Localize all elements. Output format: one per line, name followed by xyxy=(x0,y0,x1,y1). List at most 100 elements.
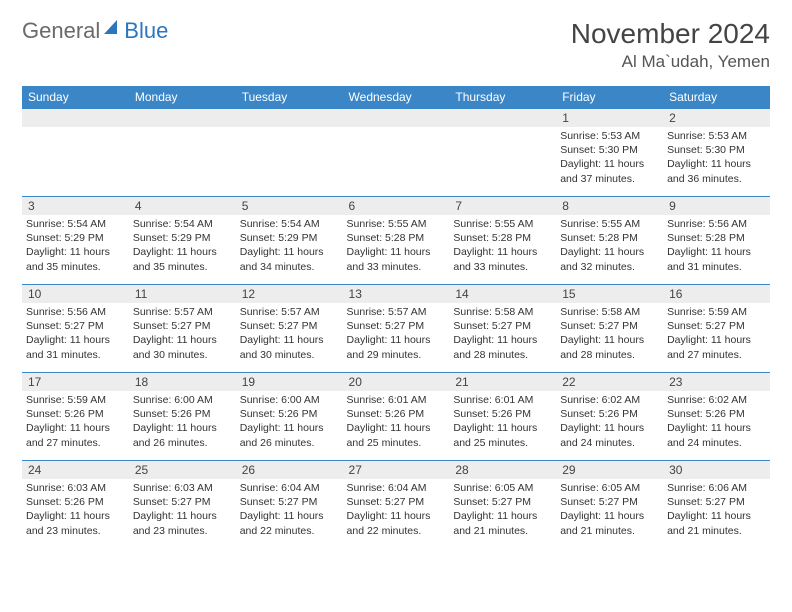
calendar-day-cell: 18Sunrise: 6:00 AMSunset: 5:26 PMDayligh… xyxy=(129,373,236,461)
daylight-text: Daylight: 11 hours and 28 minutes. xyxy=(560,333,659,361)
sunset-text: Sunset: 5:27 PM xyxy=(347,495,446,509)
day-number: 3 xyxy=(22,197,129,215)
calendar-day-cell: 13Sunrise: 5:57 AMSunset: 5:27 PMDayligh… xyxy=(343,285,450,373)
day-content: Sunrise: 6:00 AMSunset: 5:26 PMDaylight:… xyxy=(236,391,343,454)
sunrise-text: Sunrise: 5:53 AM xyxy=(560,129,659,143)
day-number: 8 xyxy=(556,197,663,215)
sunset-text: Sunset: 5:27 PM xyxy=(560,495,659,509)
day-number: 9 xyxy=(663,197,770,215)
daylight-text: Daylight: 11 hours and 22 minutes. xyxy=(347,509,446,537)
daylight-text: Daylight: 11 hours and 23 minutes. xyxy=(133,509,232,537)
sunrise-text: Sunrise: 6:04 AM xyxy=(240,481,339,495)
day-content: Sunrise: 5:56 AMSunset: 5:27 PMDaylight:… xyxy=(22,303,129,366)
day-content: Sunrise: 6:00 AMSunset: 5:26 PMDaylight:… xyxy=(129,391,236,454)
day-number: 27 xyxy=(343,461,450,479)
day-content: Sunrise: 6:01 AMSunset: 5:26 PMDaylight:… xyxy=(449,391,556,454)
logo: General Blue xyxy=(22,18,168,44)
day-content: Sunrise: 5:57 AMSunset: 5:27 PMDaylight:… xyxy=(129,303,236,366)
sunrise-text: Sunrise: 5:53 AM xyxy=(667,129,766,143)
weekday-header: Monday xyxy=(129,86,236,109)
day-content: Sunrise: 5:54 AMSunset: 5:29 PMDaylight:… xyxy=(236,215,343,278)
daylight-text: Daylight: 11 hours and 28 minutes. xyxy=(453,333,552,361)
sunset-text: Sunset: 5:27 PM xyxy=(667,495,766,509)
sunset-text: Sunset: 5:27 PM xyxy=(347,319,446,333)
day-number: 16 xyxy=(663,285,770,303)
daylight-text: Daylight: 11 hours and 30 minutes. xyxy=(240,333,339,361)
day-number: 10 xyxy=(22,285,129,303)
weekday-header: Sunday xyxy=(22,86,129,109)
day-content: Sunrise: 6:05 AMSunset: 5:27 PMDaylight:… xyxy=(449,479,556,542)
sunrise-text: Sunrise: 6:01 AM xyxy=(347,393,446,407)
sunrise-text: Sunrise: 6:03 AM xyxy=(26,481,125,495)
daylight-text: Daylight: 11 hours and 33 minutes. xyxy=(347,245,446,273)
daylight-text: Daylight: 11 hours and 29 minutes. xyxy=(347,333,446,361)
daylight-text: Daylight: 11 hours and 23 minutes. xyxy=(26,509,125,537)
sunset-text: Sunset: 5:26 PM xyxy=(453,407,552,421)
sunset-text: Sunset: 5:30 PM xyxy=(667,143,766,157)
logo-text-general: General xyxy=(22,18,100,44)
daylight-text: Daylight: 11 hours and 22 minutes. xyxy=(240,509,339,537)
calendar-day-cell: 25Sunrise: 6:03 AMSunset: 5:27 PMDayligh… xyxy=(129,461,236,549)
sunrise-text: Sunrise: 5:58 AM xyxy=(560,305,659,319)
day-content: Sunrise: 5:57 AMSunset: 5:27 PMDaylight:… xyxy=(343,303,450,366)
sunset-text: Sunset: 5:27 PM xyxy=(240,319,339,333)
calendar-day-cell: 27Sunrise: 6:04 AMSunset: 5:27 PMDayligh… xyxy=(343,461,450,549)
daylight-text: Daylight: 11 hours and 24 minutes. xyxy=(560,421,659,449)
day-content: Sunrise: 6:02 AMSunset: 5:26 PMDaylight:… xyxy=(556,391,663,454)
sunset-text: Sunset: 5:26 PM xyxy=(26,407,125,421)
sunset-text: Sunset: 5:27 PM xyxy=(453,319,552,333)
weekday-header: Tuesday xyxy=(236,86,343,109)
daylight-text: Daylight: 11 hours and 21 minutes. xyxy=(667,509,766,537)
calendar-day-cell xyxy=(343,109,450,197)
day-number: 20 xyxy=(343,373,450,391)
sunrise-text: Sunrise: 5:56 AM xyxy=(26,305,125,319)
sunrise-text: Sunrise: 5:55 AM xyxy=(560,217,659,231)
daylight-text: Daylight: 11 hours and 37 minutes. xyxy=(560,157,659,185)
sunset-text: Sunset: 5:29 PM xyxy=(26,231,125,245)
daylight-text: Daylight: 11 hours and 25 minutes. xyxy=(347,421,446,449)
calendar-table: SundayMondayTuesdayWednesdayThursdayFrid… xyxy=(22,86,770,549)
title-block: November 2024 Al Ma`udah, Yemen xyxy=(571,18,770,72)
daylight-text: Daylight: 11 hours and 31 minutes. xyxy=(667,245,766,273)
daylight-text: Daylight: 11 hours and 35 minutes. xyxy=(26,245,125,273)
day-content: Sunrise: 5:55 AMSunset: 5:28 PMDaylight:… xyxy=(449,215,556,278)
day-number: 15 xyxy=(556,285,663,303)
day-content: Sunrise: 5:58 AMSunset: 5:27 PMDaylight:… xyxy=(556,303,663,366)
daylight-text: Daylight: 11 hours and 25 minutes. xyxy=(453,421,552,449)
calendar-day-cell: 19Sunrise: 6:00 AMSunset: 5:26 PMDayligh… xyxy=(236,373,343,461)
calendar-day-cell: 24Sunrise: 6:03 AMSunset: 5:26 PMDayligh… xyxy=(22,461,129,549)
day-number: 22 xyxy=(556,373,663,391)
sunset-text: Sunset: 5:27 PM xyxy=(240,495,339,509)
calendar-day-cell: 4Sunrise: 5:54 AMSunset: 5:29 PMDaylight… xyxy=(129,197,236,285)
calendar-day-cell: 5Sunrise: 5:54 AMSunset: 5:29 PMDaylight… xyxy=(236,197,343,285)
day-content: Sunrise: 6:01 AMSunset: 5:26 PMDaylight:… xyxy=(343,391,450,454)
calendar-day-cell: 1Sunrise: 5:53 AMSunset: 5:30 PMDaylight… xyxy=(556,109,663,197)
calendar-day-cell: 29Sunrise: 6:05 AMSunset: 5:27 PMDayligh… xyxy=(556,461,663,549)
calendar-day-cell: 12Sunrise: 5:57 AMSunset: 5:27 PMDayligh… xyxy=(236,285,343,373)
month-title: November 2024 xyxy=(571,18,770,50)
sunrise-text: Sunrise: 5:59 AM xyxy=(667,305,766,319)
sunset-text: Sunset: 5:27 PM xyxy=(560,319,659,333)
calendar-day-cell: 3Sunrise: 5:54 AMSunset: 5:29 PMDaylight… xyxy=(22,197,129,285)
day-content: Sunrise: 5:53 AMSunset: 5:30 PMDaylight:… xyxy=(663,127,770,190)
calendar-day-cell: 28Sunrise: 6:05 AMSunset: 5:27 PMDayligh… xyxy=(449,461,556,549)
day-number: 5 xyxy=(236,197,343,215)
sunset-text: Sunset: 5:28 PM xyxy=(453,231,552,245)
calendar-day-cell xyxy=(236,109,343,197)
day-content: Sunrise: 5:54 AMSunset: 5:29 PMDaylight:… xyxy=(129,215,236,278)
sunrise-text: Sunrise: 5:58 AM xyxy=(453,305,552,319)
day-number: 4 xyxy=(129,197,236,215)
day-number: 12 xyxy=(236,285,343,303)
sunset-text: Sunset: 5:27 PM xyxy=(26,319,125,333)
sunset-text: Sunset: 5:26 PM xyxy=(560,407,659,421)
day-content: Sunrise: 6:05 AMSunset: 5:27 PMDaylight:… xyxy=(556,479,663,542)
calendar-day-cell: 10Sunrise: 5:56 AMSunset: 5:27 PMDayligh… xyxy=(22,285,129,373)
sunrise-text: Sunrise: 6:02 AM xyxy=(667,393,766,407)
day-number: 19 xyxy=(236,373,343,391)
daylight-text: Daylight: 11 hours and 34 minutes. xyxy=(240,245,339,273)
calendar-week-row: 24Sunrise: 6:03 AMSunset: 5:26 PMDayligh… xyxy=(22,461,770,549)
sunset-text: Sunset: 5:27 PM xyxy=(133,495,232,509)
daylight-text: Daylight: 11 hours and 35 minutes. xyxy=(133,245,232,273)
sunrise-text: Sunrise: 5:57 AM xyxy=(133,305,232,319)
calendar-day-cell: 23Sunrise: 6:02 AMSunset: 5:26 PMDayligh… xyxy=(663,373,770,461)
